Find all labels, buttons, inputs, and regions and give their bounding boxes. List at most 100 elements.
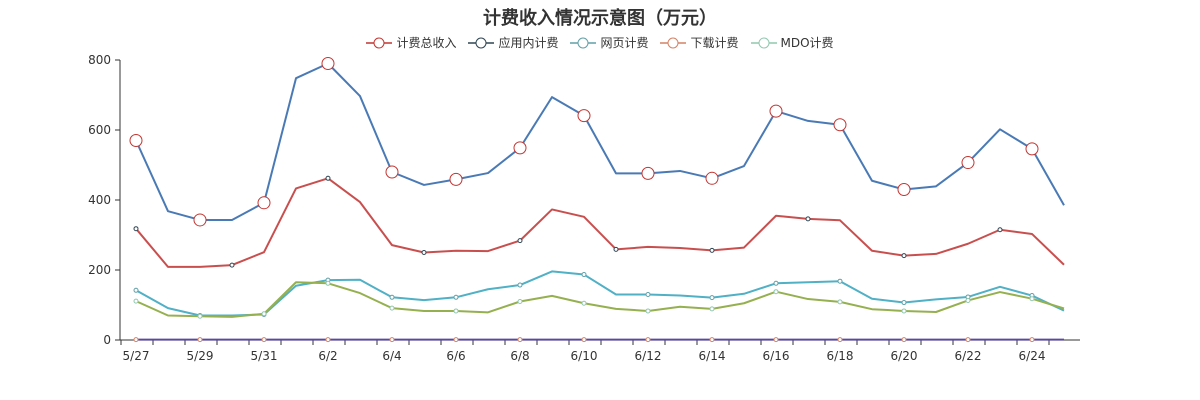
legend-item-4[interactable]: MDO计费 [750,34,834,51]
data-point-4 [389,305,395,311]
data-point-3 [389,337,395,343]
legend-item-3[interactable]: 下载计费 [660,34,739,51]
data-point-4 [325,280,331,286]
data-point-4 [261,311,267,317]
data-point-0 [641,166,655,180]
data-point-2 [389,294,395,300]
data-point-0 [385,165,399,179]
data-point-3 [901,337,907,343]
data-point-2 [517,282,523,288]
x-tick-label: 6/8 [510,349,529,363]
data-point-0 [833,118,847,132]
data-point-1 [613,246,619,252]
data-point-2 [901,300,907,306]
data-point-1 [229,262,235,268]
data-point-4 [645,308,651,314]
data-point-1 [325,175,331,181]
x-tick-label: 6/24 [1019,349,1046,363]
data-point-0 [513,141,527,155]
data-point-3 [581,337,587,343]
x-tick-label: 6/16 [763,349,790,363]
data-point-3 [709,337,715,343]
y-tick-label: 600 [88,123,111,137]
data-point-4 [133,298,139,304]
data-point-3 [453,337,459,343]
y-tick-label: 0 [103,333,111,347]
data-point-0 [193,213,207,227]
legend-label: 网页计费 [600,36,649,50]
legend-swatch-icon [570,37,597,48]
legend-label: 应用内计费 [498,36,559,50]
legend-swatch-icon [366,37,393,48]
data-point-1 [421,250,427,255]
data-point-1 [133,226,139,232]
data-point-2 [581,272,587,278]
data-point-2 [709,295,715,301]
data-point-1 [517,238,523,244]
legend-item-2[interactable]: 网页计费 [570,34,648,51]
series-line-4 [135,281,1065,318]
x-tick-label: 6/22 [955,349,982,363]
y-tick-label: 800 [88,53,111,67]
legend-item-1[interactable]: 应用内计费 [468,34,558,51]
data-point-0 [705,171,719,185]
data-point-4 [197,313,203,319]
data-point-4 [517,299,523,304]
legend-item-0[interactable]: 计费总收入 [366,34,456,51]
data-point-1 [805,216,811,222]
series-line-0 [135,62,1065,221]
x-tick-label: 6/20 [891,349,918,363]
chart-title: 计费收入情况示意图（万元） [483,8,717,29]
data-point-0 [1025,142,1039,156]
data-point-4 [709,306,715,312]
data-point-0 [577,109,591,123]
data-point-4 [1029,296,1035,302]
data-point-4 [901,308,907,314]
data-point-2 [773,280,779,286]
x-tick-label: 6/6 [446,349,465,363]
data-point-0 [257,196,271,210]
legend-swatch-icon [468,37,495,48]
data-point-4 [837,299,843,305]
data-point-1 [901,253,907,259]
y-tick-label: 400 [88,193,111,207]
x-tick-label: 6/14 [699,349,726,363]
data-point-3 [773,337,779,343]
data-point-1 [997,227,1003,233]
legend-label: 计费总收入 [396,36,457,50]
data-point-3 [517,337,523,343]
data-point-2 [837,278,843,284]
legend-swatch-icon [750,37,777,48]
x-tick-label: 6/18 [827,349,854,363]
x-tick-label: 5/29 [187,349,214,363]
data-point-4 [773,289,779,295]
data-point-3 [261,337,267,343]
y-tick-label: 200 [88,263,111,277]
x-tick-label: 5/27 [123,349,150,363]
data-point-0 [769,104,783,118]
data-point-4 [581,300,587,306]
data-point-4 [453,308,459,314]
data-point-3 [645,337,651,343]
legend-label: MDO计费 [780,36,834,50]
data-point-3 [197,337,203,343]
series-line-1 [135,177,1065,268]
data-point-3 [965,337,971,343]
data-point-2 [133,287,139,293]
series-line-2 [135,270,1065,317]
data-point-0 [129,134,143,147]
x-tick-label: 6/2 [318,349,337,363]
x-tick-label: 6/12 [635,349,662,363]
data-point-2 [453,294,459,300]
data-point-0 [321,57,335,70]
data-point-0 [449,172,463,186]
data-point-3 [837,337,843,343]
data-point-1 [709,247,715,253]
x-tick-label: 6/4 [382,349,401,363]
data-point-3 [133,337,139,343]
data-point-2 [645,292,651,297]
data-point-0 [961,156,975,170]
data-point-3 [325,337,331,343]
